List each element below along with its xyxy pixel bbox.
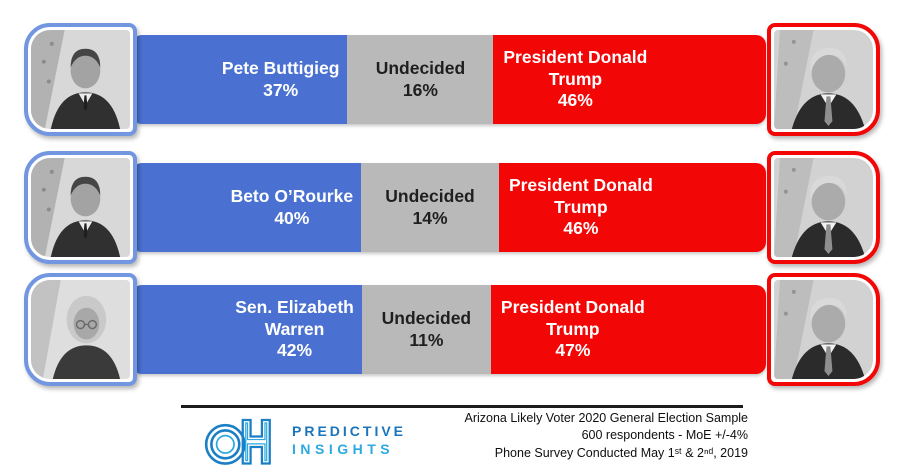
undecided-pct: 11% [409,329,444,350]
candidate-name-2: Warren [264,318,325,339]
segment-undecided: Undecided 14% [361,163,499,252]
matchup-row-warren-trump: Sen. Elizabeth Warren 42% Undecided 11% … [0,273,900,386]
candidate-pct: 46% [557,90,593,111]
segment-undecided: Undecided 16% [347,35,494,124]
segment-democrat: Beto O’Rourke 40% [132,163,362,252]
candidate-name: President Donald [500,297,645,318]
segment-republican: President Donald Trump 46% [498,163,766,252]
photo-donald-trump [767,273,880,386]
candidate-name-2: Trump [548,68,603,89]
candidate-name-2: Trump [546,318,600,339]
segment-democrat: Sen. Elizabeth Warren 42% [132,285,362,374]
portrait-image [774,280,873,379]
undecided-pct: 14% [412,207,448,228]
footer-divider [181,405,743,408]
segment-label: President Donald Trump 47% [501,297,645,361]
candidate-pct: 42% [277,340,313,361]
stacked-bar: Sen. Elizabeth Warren 42% Undecided 11% … [132,285,766,374]
note-survey-dates: Phone Survey Conducted May 1ˢᵗ & 2ⁿᵈ, 20… [494,445,748,460]
note-sample: Arizona Likely Voter 2020 General Electi… [464,411,749,425]
segment-label: Beto O’Rourke 40% [231,186,354,229]
undecided-label: Undecided [381,308,472,329]
oh-predictive-insights-logo: PREDICTIVE INSIGHTS [202,413,406,467]
segment-democrat: Pete Buttigieg 37% [132,35,348,124]
logo-wordmark: PREDICTIVE INSIGHTS [292,423,406,457]
segment-label: Undecided 14% [385,186,474,229]
candidate-name-2: Trump [554,196,608,217]
portrait-image [31,158,130,257]
candidate-pct: 47% [555,340,591,361]
note-respondents-moe: 600 respondents - MoE +/-4% [581,428,748,443]
logo-insights-label: INSIGHTS [292,441,395,457]
segment-republican: President Donald Trump 47% [490,285,766,374]
segment-label: Sen. Elizabeth Warren 42% [235,297,354,361]
survey-source-note: Arizona Likely Voter 2020 General Electi… [465,410,749,462]
portrait-image [31,280,130,379]
stacked-bar: Pete Buttigieg 37% Undecided 16% Preside… [132,35,766,124]
stacked-bar: Beto O’Rourke 40% Undecided 14% Presiden… [132,163,766,252]
matchup-row-orourke-trump: Beto O’Rourke 40% Undecided 14% Presiden… [0,151,900,264]
undecided-pct: 16% [402,79,438,100]
matchup-row-buttigieg-trump: Pete Buttigieg 37% Undecided 16% Preside… [0,23,900,136]
segment-label: Undecided 11% [382,308,471,351]
candidate-pct: 46% [563,218,599,239]
segment-undecided: Undecided 11% [361,285,491,374]
photo-beto-orourke [24,151,137,264]
photo-donald-trump [767,23,880,136]
portrait-image [774,158,873,257]
candidate-name: Beto O’Rourke [230,186,354,207]
undecided-label: Undecided [385,186,475,207]
segment-label: President Donald Trump 46% [503,47,647,111]
candidate-name: President Donald [503,47,648,68]
candidate-name: President Donald [508,175,653,196]
oh-monogram-icon [204,418,271,465]
photo-donald-trump [767,151,880,264]
photo-pete-buttigieg [24,23,137,136]
segment-republican: President Donald Trump 46% [493,35,766,124]
candidate-pct: 37% [263,79,299,100]
portrait-image [774,30,873,129]
segment-label: Undecided 16% [376,58,465,101]
segment-label: President Donald Trump 46% [509,175,653,239]
undecided-label: Undecided [375,58,466,79]
portrait-image [31,30,130,129]
candidate-pct: 40% [274,207,310,228]
candidate-name: Sen. Elizabeth [235,297,354,318]
segment-label: Pete Buttigieg 37% [222,58,340,101]
photo-elizabeth-warren [24,273,137,386]
logo-predictive-label: PREDICTIVE [292,423,407,439]
candidate-name: Pete Buttigieg [221,58,340,79]
